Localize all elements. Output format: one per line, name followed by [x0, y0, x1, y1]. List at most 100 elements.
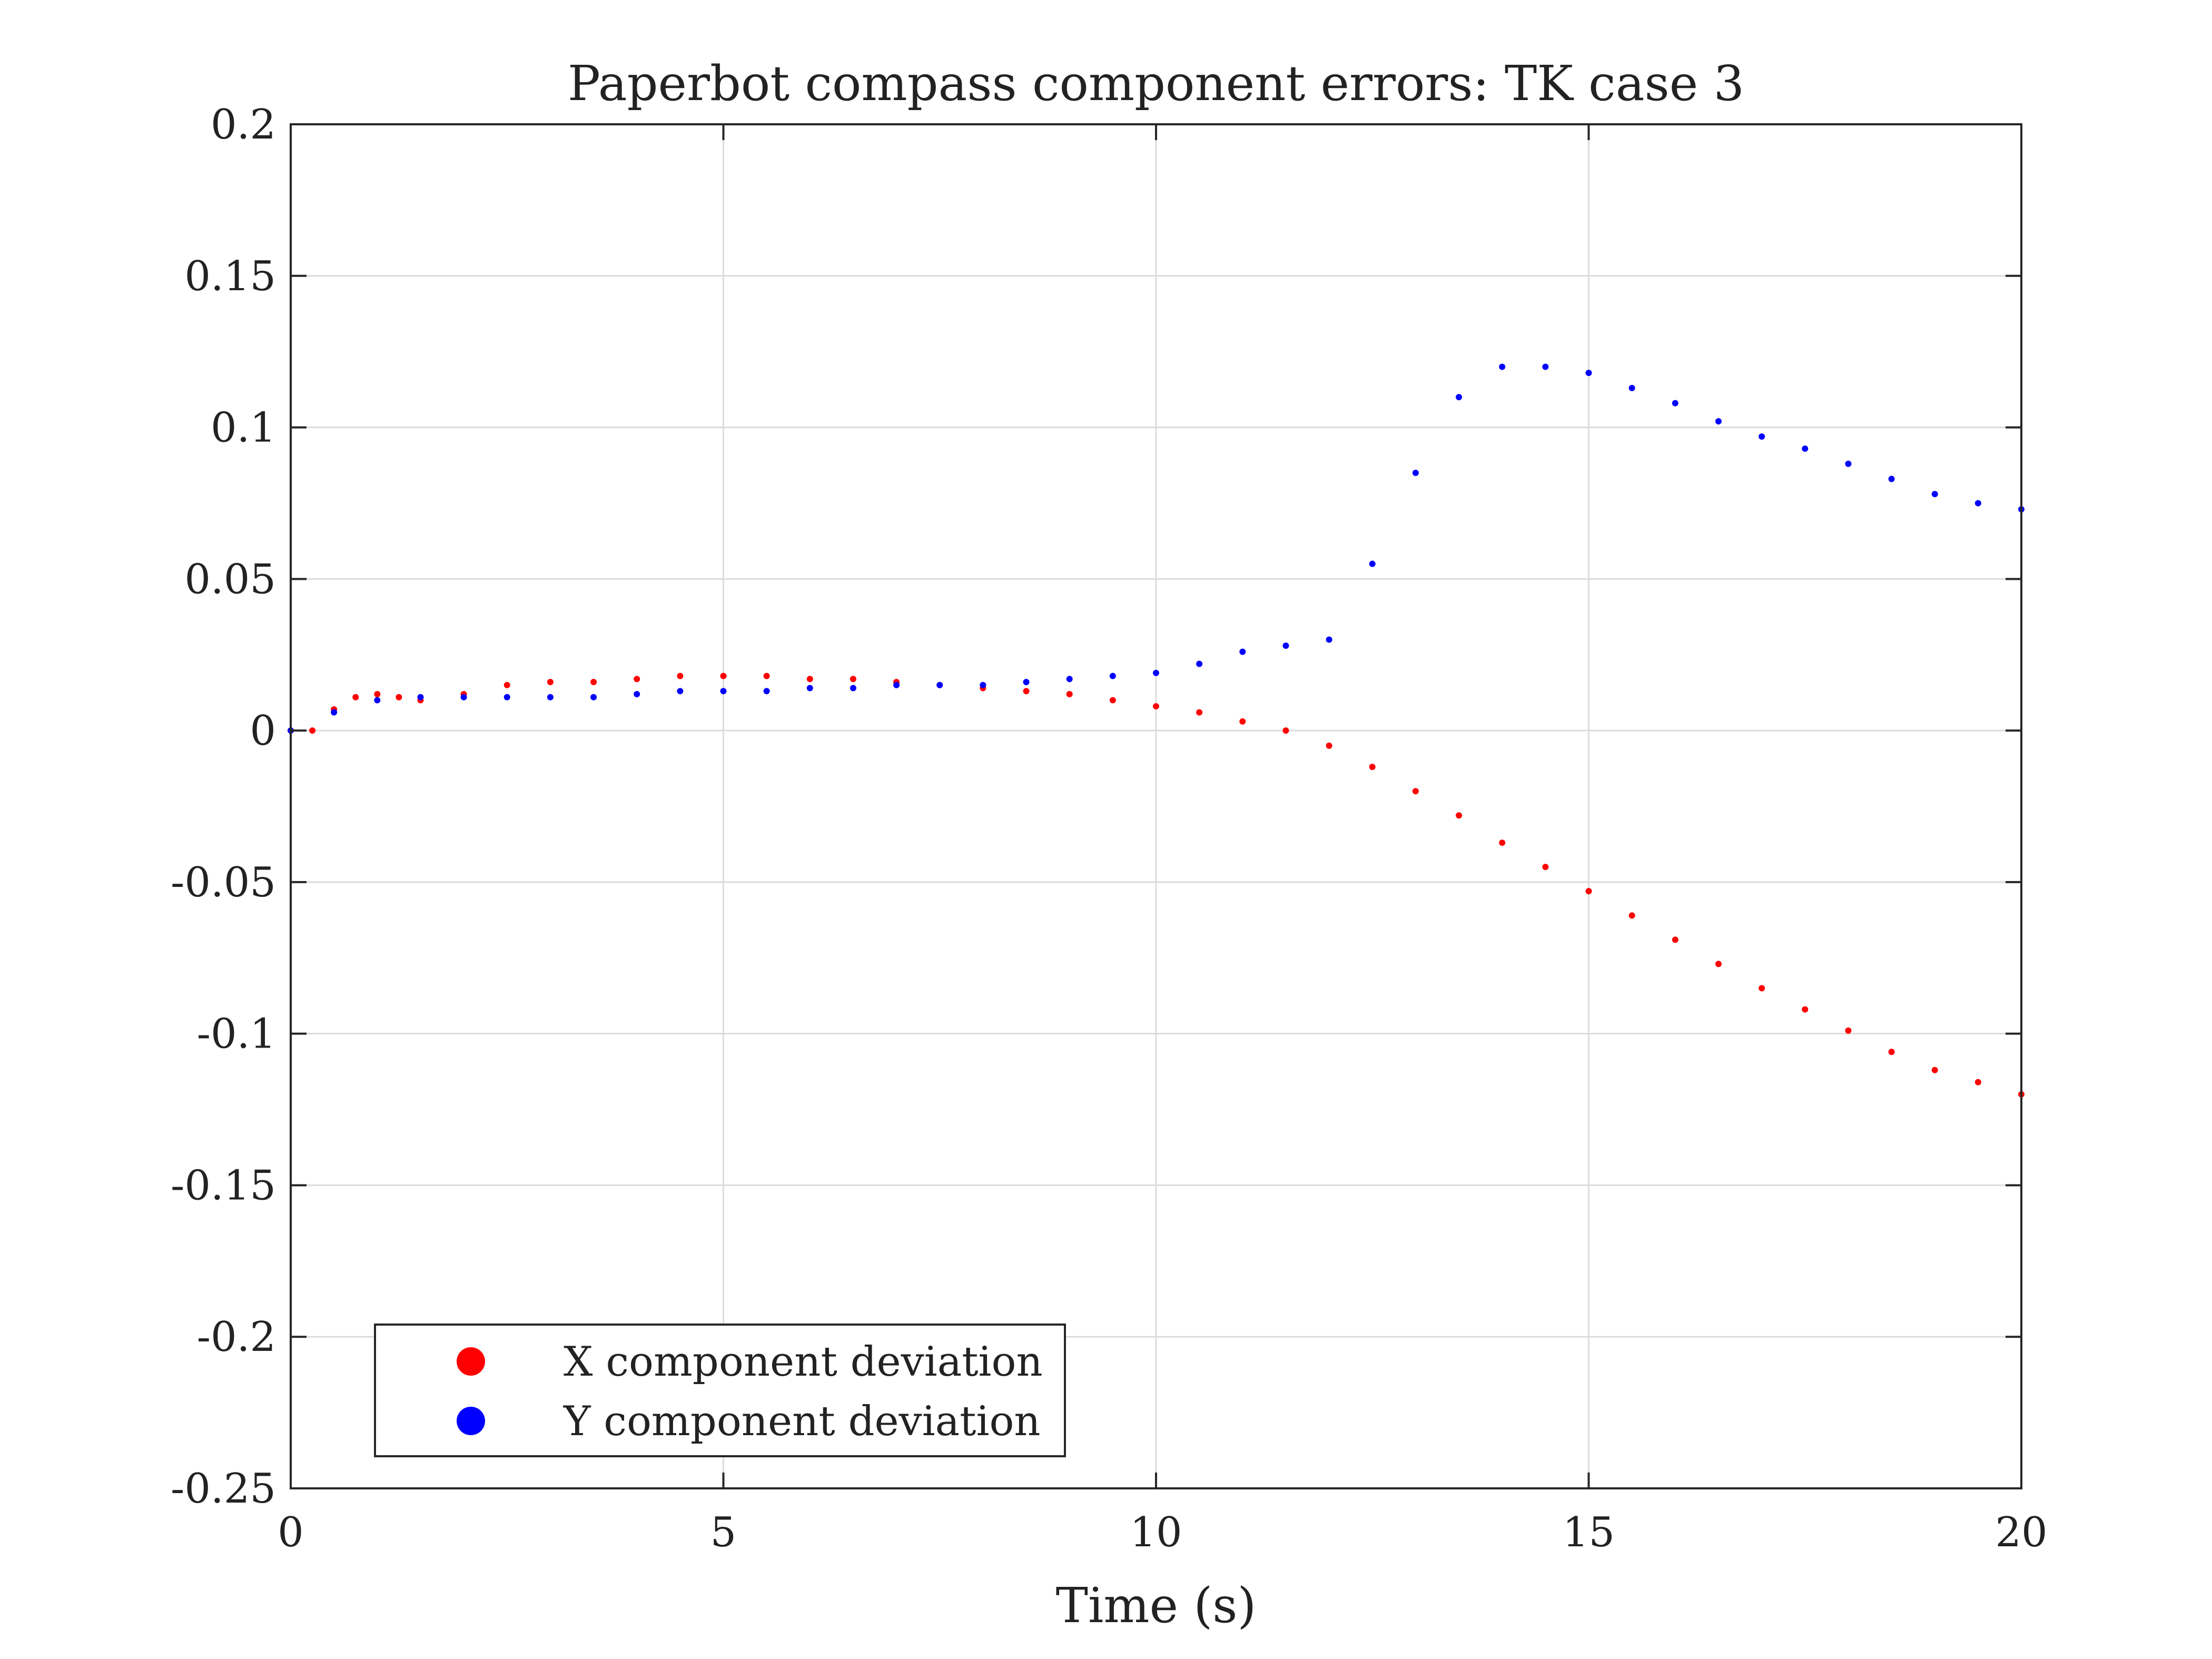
x-tick-label: 20 — [1995, 1509, 2047, 1556]
x-component-point — [590, 679, 597, 686]
y-component-point — [1715, 418, 1722, 425]
x-component-point — [374, 691, 381, 698]
y-component-point — [1326, 636, 1332, 643]
y-component-point — [1499, 363, 1506, 370]
x-component-point — [1759, 985, 1765, 992]
x-component-point — [1109, 697, 1116, 704]
x-component-point — [1326, 742, 1332, 749]
x-component-point — [1802, 1006, 1809, 1013]
y-component-point — [980, 682, 986, 688]
chart-title: Paperbot compass component errors: TK ca… — [568, 55, 1744, 112]
y-component-point — [1888, 476, 1895, 482]
legend-box — [374, 1324, 1066, 1457]
x-component-point — [1974, 1079, 1981, 1085]
y-component-point — [1023, 679, 1030, 686]
y-tick-label: -0.25 — [171, 1465, 276, 1513]
y-component-point — [547, 694, 554, 700]
x-component-point — [1585, 888, 1592, 895]
y-component-point — [720, 688, 727, 695]
y-component-point — [590, 694, 597, 700]
x-component-point — [1715, 961, 1722, 967]
y-component-point — [1153, 669, 1159, 676]
data-points — [288, 363, 2025, 1098]
y-component-point — [1845, 460, 1852, 467]
y-component-point — [1628, 384, 1635, 391]
grid-lines — [291, 124, 2021, 1488]
x-component-point — [1931, 1066, 1938, 1073]
x-component-point — [806, 676, 813, 683]
y-tick-label: -0.15 — [171, 1162, 276, 1209]
x-component-point — [1672, 936, 1678, 943]
y-component-point — [1974, 500, 1981, 507]
legend: X component deviation Y component deviat… — [374, 1324, 1066, 1457]
x-component-point — [547, 679, 554, 686]
y-component-point — [1585, 369, 1592, 376]
axis-ticks — [290, 123, 2022, 1489]
y-component-point — [806, 685, 813, 692]
y-component-point — [417, 694, 424, 700]
legend-label-y: Y component deviation — [563, 1398, 1041, 1445]
x-component-point — [1196, 709, 1203, 716]
x-component-point — [1499, 840, 1506, 846]
y-component-point — [374, 697, 381, 704]
y-tick-label: -0.1 — [197, 1011, 276, 1058]
y-component-point — [503, 694, 510, 700]
y-component-point — [1282, 642, 1289, 649]
y-tick-label: 0.2 — [211, 101, 276, 149]
y-tick-label: -0.05 — [171, 859, 276, 906]
x-component-point — [1239, 718, 1246, 725]
y-tick-label: 0.1 — [211, 404, 276, 452]
x-component-point — [396, 694, 402, 700]
y-component-point — [634, 691, 640, 698]
x-component-point — [1542, 864, 1549, 871]
y-component-point — [893, 682, 900, 688]
y-component-point — [1066, 676, 1073, 683]
x-component-point — [1412, 788, 1419, 795]
x-tick-label: 10 — [1130, 1509, 1182, 1556]
y-tick-label: 0.15 — [184, 253, 276, 300]
x-component-point — [309, 727, 316, 734]
y-tick-label: 0.05 — [184, 556, 276, 603]
y-component-point — [1542, 363, 1549, 370]
y-component-point — [1196, 660, 1203, 667]
x-component-point — [1845, 1027, 1852, 1034]
x-component-point — [1066, 691, 1073, 698]
y-component-point — [460, 694, 467, 700]
x-tick-label: 5 — [710, 1509, 737, 1556]
x-tick-label: 0 — [278, 1509, 304, 1556]
x-component-point — [720, 673, 727, 679]
y-component-point — [1759, 433, 1765, 440]
x-component-point — [763, 673, 770, 679]
x-component-point — [352, 694, 359, 700]
x-component-point — [850, 676, 856, 683]
y-tick-label: -0.2 — [197, 1314, 276, 1361]
y-component-point — [1672, 400, 1678, 407]
y-component-point — [1109, 673, 1116, 679]
x-component-point — [1282, 727, 1289, 734]
legend-marker-y — [457, 1407, 485, 1435]
y-component-point — [1412, 469, 1419, 476]
y-component-point — [850, 685, 856, 692]
y-component-point — [1802, 445, 1809, 452]
y-component-point — [763, 688, 770, 695]
x-axis-label: Time (s) — [1056, 1577, 1257, 1634]
y-component-point — [1456, 394, 1463, 400]
x-component-point — [1023, 688, 1030, 695]
tick-labels: 0 5 10 15 20 -0.25 -0.2 -0.15 -0.1 -0.05 0 0.05 0.1 0… — [171, 101, 2048, 1556]
x-tick-label: 15 — [1563, 1509, 1615, 1556]
legend-marker-x — [457, 1347, 485, 1376]
y-component-point — [677, 688, 684, 695]
y-component-point — [1369, 560, 1376, 567]
x-component-point — [1456, 812, 1463, 819]
legend-label-x: X component deviation — [564, 1338, 1043, 1386]
x-component-point — [1153, 703, 1159, 710]
y-component-point — [331, 709, 338, 716]
y-component-point — [1239, 648, 1246, 655]
x-component-point — [634, 676, 640, 683]
y-component-point — [936, 682, 943, 688]
x-component-point — [1628, 912, 1635, 919]
y-component-point — [1931, 491, 1938, 498]
